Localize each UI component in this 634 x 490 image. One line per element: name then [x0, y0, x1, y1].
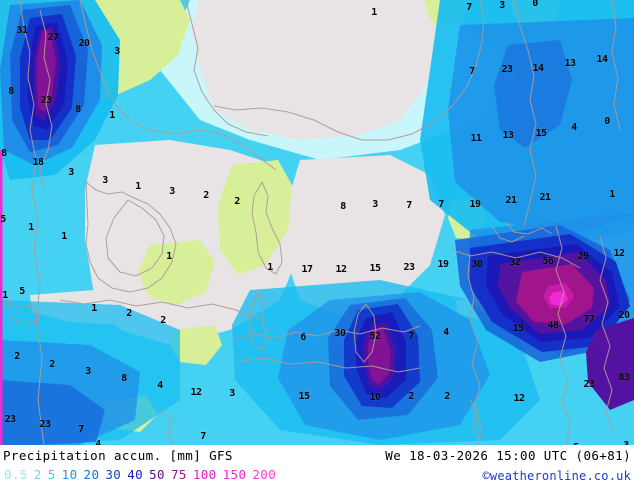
color-scale-legend[interactable]: 0.5 2 5 10 20 30 40 50 75 100 150 200: [4, 467, 276, 482]
land-lowband-central: [218, 160, 292, 275]
legend-tick-75[interactable]: 75: [170, 467, 187, 482]
precipitation-map[interactable]: 31 27 20 3 8 23 8 1 1 7 3 0 7 23 14 13 14 8 18 3 3 1 3 2 11 13 15 4…: [0, 0, 634, 445]
map-title: Precipitation accum. [mm] GFS: [3, 448, 233, 463]
band-100-west-edge: [0, 150, 3, 445]
land-nodata-central: [285, 155, 445, 315]
footer-title-row: Precipitation accum. [mm] GFS We 18-03-2…: [0, 446, 634, 466]
legend-tick-50[interactable]: 50: [149, 467, 165, 482]
band-50-se-tail: [586, 318, 634, 410]
legend-tick-20[interactable]: 20: [83, 467, 100, 482]
legend-tick-30[interactable]: 30: [105, 467, 122, 482]
model-run-timestamp: We 18-03-2026 15:00 UTC (06+81): [385, 448, 631, 463]
legend-tick-150[interactable]: 150: [222, 467, 247, 482]
legend-tick-200[interactable]: 200: [252, 467, 277, 482]
legend-tick-40[interactable]: 40: [127, 467, 144, 482]
legend-tick-2[interactable]: 2: [33, 467, 42, 482]
legend-tick-100[interactable]: 100: [192, 467, 217, 482]
copyright-label: ©weatheronline.co.uk: [482, 469, 631, 483]
legend-tick-10[interactable]: 10: [61, 467, 78, 482]
coastline-layer: [7, 0, 621, 445]
legend-tick-5[interactable]: 5: [47, 467, 56, 482]
land-nodata-north: [192, 0, 450, 140]
legend-tick-0.5[interactable]: 0.5: [4, 467, 28, 482]
map-footer: Precipitation accum. [mm] GFS We 18-03-2…: [0, 445, 634, 490]
precipitation-contour-layer: [0, 0, 634, 445]
